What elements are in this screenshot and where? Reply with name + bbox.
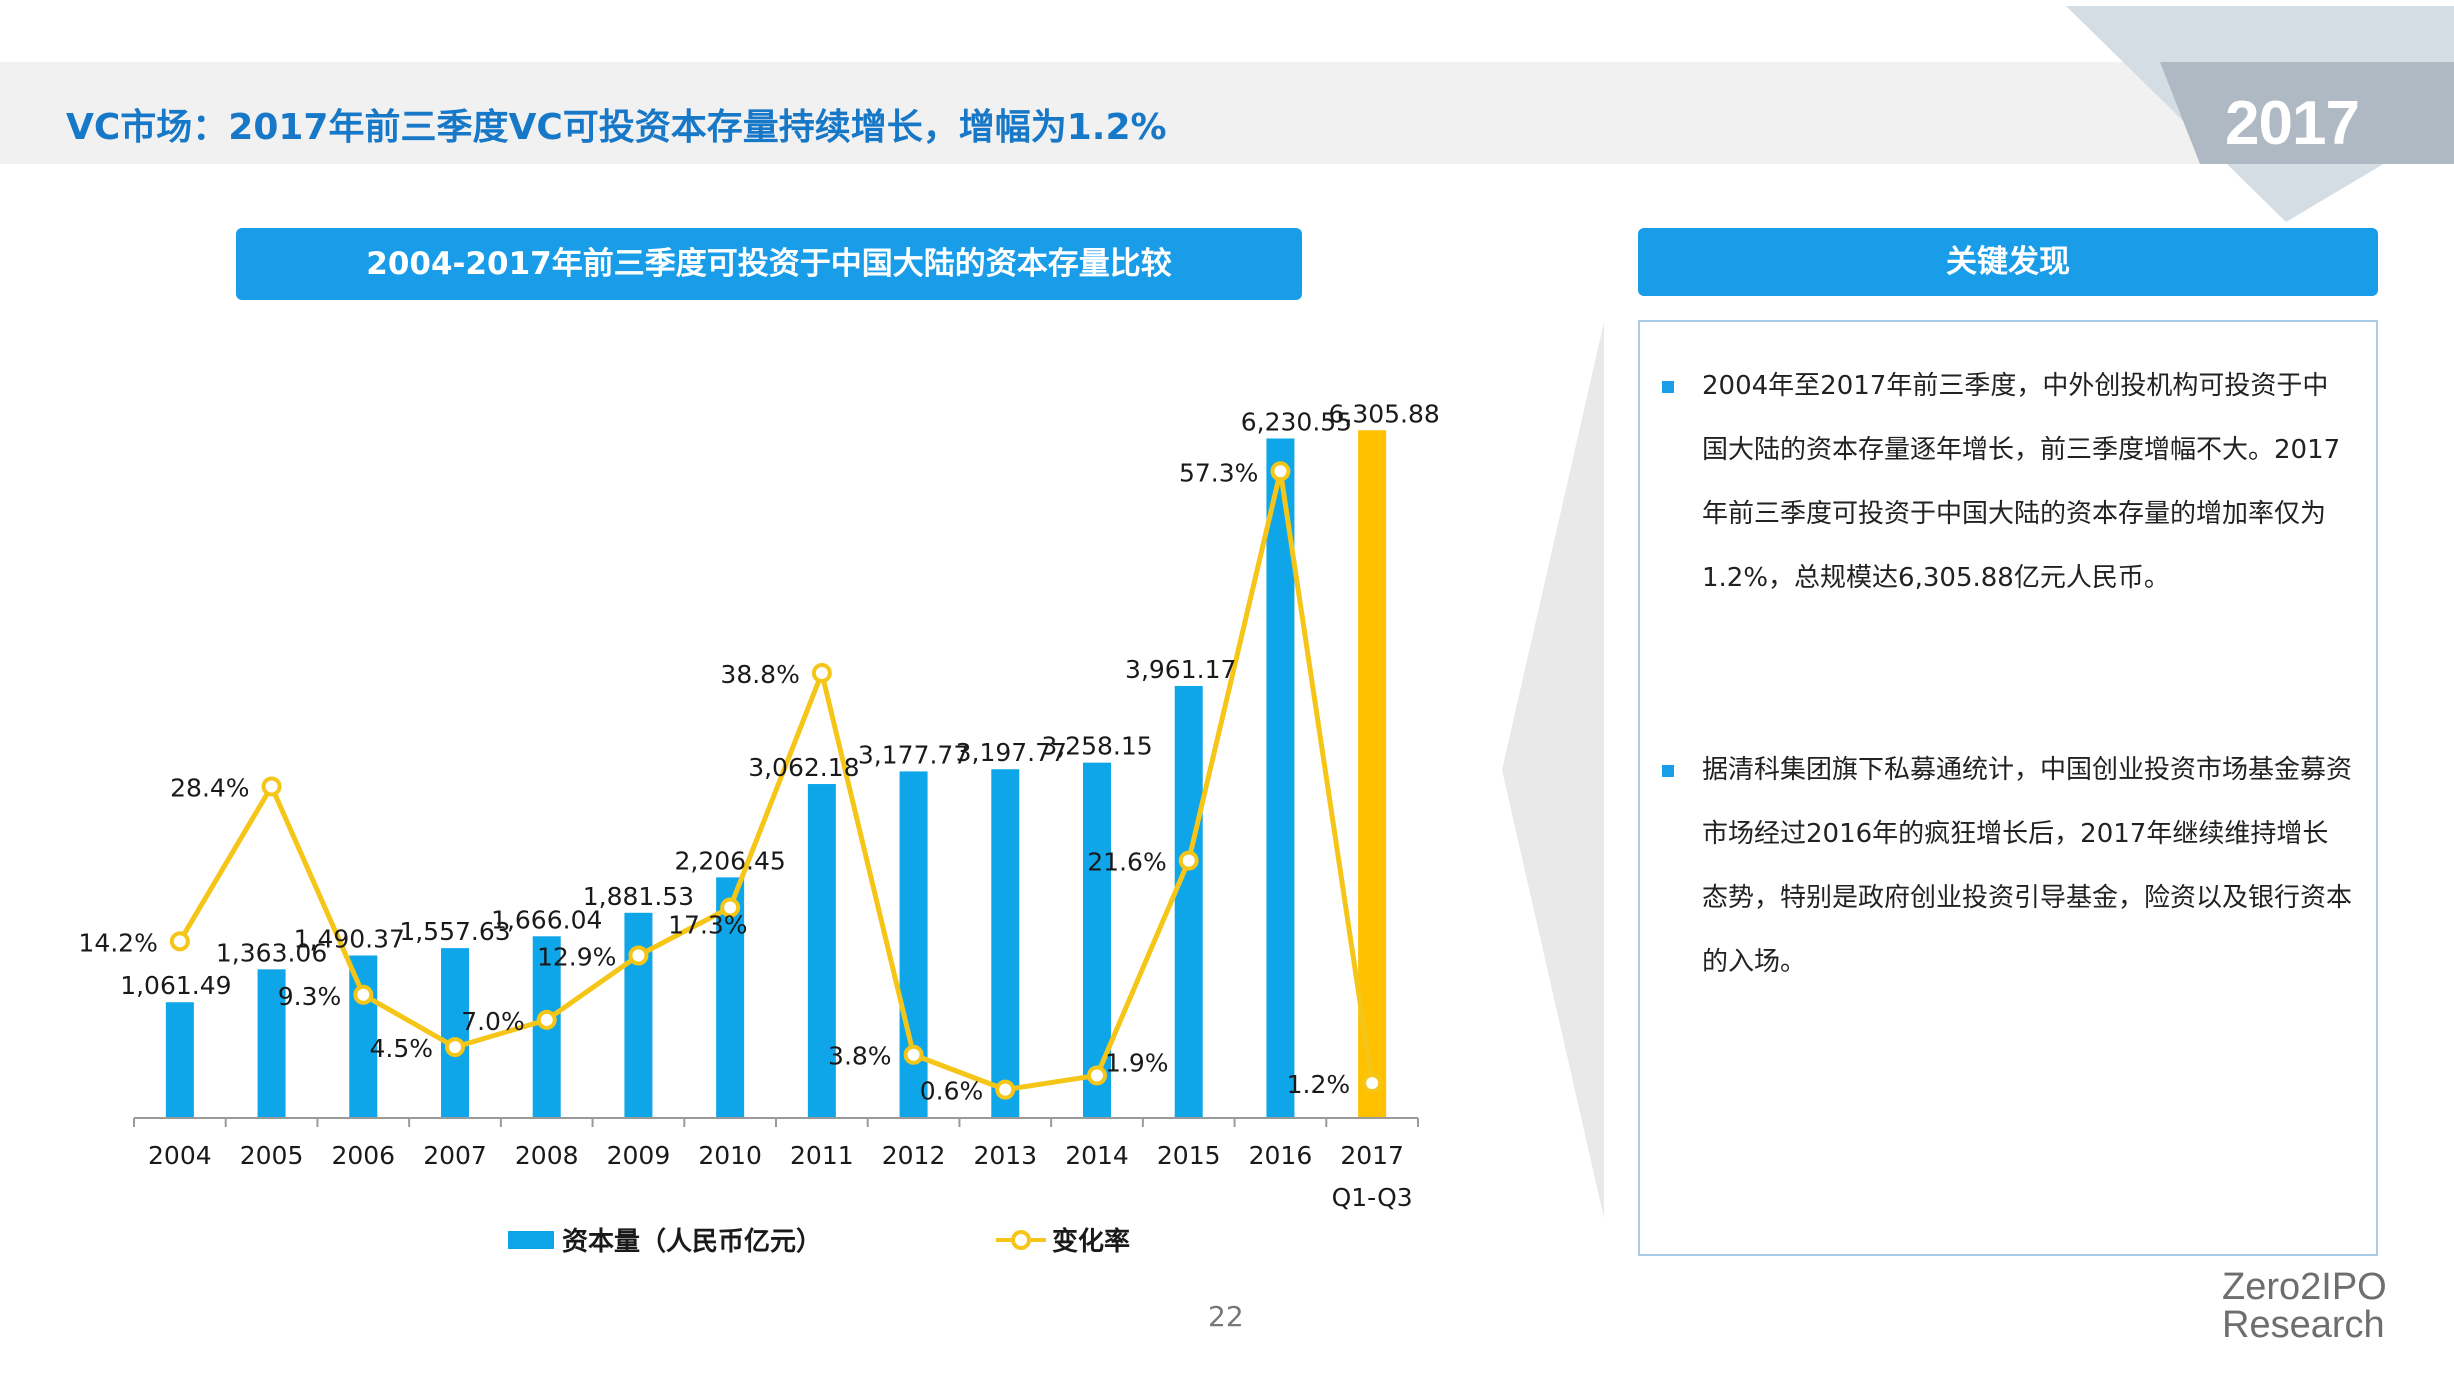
bar-value-label: 6,230.55 bbox=[1241, 407, 1352, 436]
rate-value-label: 38.8% bbox=[720, 660, 799, 689]
bar-value-label: 3,258.15 bbox=[1041, 732, 1152, 761]
bar-2007 bbox=[441, 948, 469, 1118]
bar-2006 bbox=[349, 955, 378, 1118]
zero2ipo-logo: Zero2IPO Research bbox=[2222, 1268, 2387, 1344]
finding-item: 据清科集团旗下私募通统计，中国创业投资市场基金募资市场经过2016年的疯狂增长后… bbox=[1662, 738, 2353, 994]
bar-value-label: 1,666.04 bbox=[491, 905, 602, 934]
x-tick-label: 2005 bbox=[240, 1141, 304, 1170]
findings-box: 2004年至2017年前三季度，中外创投机构可投资于中国大陆的资本存量逐年增长，… bbox=[1638, 320, 2378, 1256]
rate-marker bbox=[536, 1009, 557, 1030]
rate-value-label: 14.2% bbox=[78, 928, 157, 957]
x-tick-label: 2004 bbox=[148, 1141, 212, 1170]
rate-value-label: 1.2% bbox=[1287, 1070, 1351, 1099]
rate-value-label: 3.8% bbox=[828, 1042, 892, 1071]
rate-marker bbox=[169, 931, 190, 952]
rate-marker bbox=[1362, 1073, 1383, 1094]
rate-value-label: 12.9% bbox=[537, 942, 616, 971]
rate-value-label: 0.6% bbox=[920, 1077, 984, 1106]
legend-bar-label: 资本量（人民币亿元） bbox=[562, 1227, 822, 1257]
rate-marker bbox=[628, 945, 649, 966]
x-tick-label: 2016 bbox=[1249, 1141, 1313, 1170]
finding-text: 据清科集团旗下私募通统计，中国创业投资市场基金募资市场经过2016年的疯狂增长后… bbox=[1702, 755, 2353, 977]
title-band bbox=[0, 62, 2454, 164]
bullet-icon bbox=[1662, 765, 1674, 777]
bar-value-label: 3,062.18 bbox=[748, 753, 859, 782]
legend-bar-swatch bbox=[508, 1231, 554, 1249]
legend-line-label: 变化率 bbox=[1052, 1226, 1130, 1257]
bar-2009 bbox=[624, 912, 653, 1118]
bar-value-label: 3,197.77 bbox=[956, 738, 1067, 767]
x-tick-label: 2011 bbox=[790, 1141, 854, 1170]
x-tick-label: 2012 bbox=[882, 1141, 946, 1170]
x-tick-label: 2010 bbox=[698, 1141, 762, 1170]
corner-decoration bbox=[2066, 6, 2454, 222]
bar-value-label: 1,363.06 bbox=[216, 938, 327, 967]
page-number: 22 bbox=[1208, 1300, 1244, 1333]
bar-2016 bbox=[1266, 438, 1295, 1118]
rate-marker bbox=[1270, 461, 1291, 482]
bar-value-label: 3,177.77 bbox=[858, 740, 969, 769]
x-tick-label: Q1-Q3 bbox=[1332, 1183, 1413, 1212]
bar-2011 bbox=[807, 784, 836, 1118]
bar-value-label: 1,881.53 bbox=[583, 882, 694, 911]
finding-text: 2004年至2017年前三季度，中外创投机构可投资于中国大陆的资本存量逐年增长，… bbox=[1702, 371, 2341, 593]
finding-item: 2004年至2017年前三季度，中外创投机构可投资于中国大陆的资本存量逐年增长，… bbox=[1662, 354, 2352, 610]
x-tick-label: 2007 bbox=[423, 1141, 487, 1170]
bar-value-label: 6,305.88 bbox=[1328, 399, 1439, 428]
rate-marker bbox=[261, 776, 282, 797]
bar-value-label: 1,557.63 bbox=[399, 917, 510, 946]
rate-value-label: 9.3% bbox=[278, 982, 342, 1011]
rate-marker bbox=[720, 897, 741, 918]
rate-value-label: 21.6% bbox=[1087, 848, 1166, 877]
page-title: VC市场：2017年前三季度VC可投资本存量持续增长，增幅为1.2% bbox=[66, 107, 1167, 148]
legend-line-marker bbox=[1011, 1230, 1031, 1250]
bar-2012 bbox=[899, 771, 928, 1118]
rate-value-label: 17.3% bbox=[668, 911, 747, 940]
rate-value-label: 7.0% bbox=[461, 1007, 525, 1036]
findings-header: 关键发现 bbox=[1638, 228, 2378, 296]
rate-marker bbox=[1087, 1065, 1107, 1086]
bar-2004 bbox=[165, 1002, 194, 1118]
bar-value-label: 3,961.17 bbox=[1125, 655, 1236, 684]
bar-2013 bbox=[991, 769, 1020, 1118]
year-badge: 2017 bbox=[2225, 89, 2360, 158]
rate-marker bbox=[995, 1079, 1016, 1100]
x-tick-label: 2017 bbox=[1340, 1141, 1404, 1170]
rate-value-label: 4.5% bbox=[369, 1034, 433, 1063]
chart-title: 2004-2017年前三季度可投资于中国大陆的资本存量比较 bbox=[236, 228, 1302, 300]
rate-marker bbox=[811, 663, 832, 684]
x-tick-label: 2014 bbox=[1065, 1141, 1129, 1170]
bar-2005 bbox=[257, 969, 286, 1118]
bar-value-label: 2,206.45 bbox=[674, 846, 785, 875]
rate-marker bbox=[903, 1044, 924, 1065]
rate-value-label: 57.3% bbox=[1179, 458, 1258, 487]
logo-line1: Zero2IPO bbox=[2222, 1266, 2387, 1308]
x-tick-label: 2006 bbox=[331, 1141, 395, 1170]
x-tick-label: 2013 bbox=[973, 1141, 1037, 1170]
rate-value-label: 1.9% bbox=[1105, 1048, 1169, 1077]
rate-marker bbox=[353, 984, 374, 1005]
rate-marker bbox=[1178, 850, 1199, 871]
bar-2015 bbox=[1174, 685, 1203, 1118]
bar-2017-Q1-Q3 bbox=[1358, 430, 1387, 1118]
x-tick-label: 2015 bbox=[1157, 1141, 1221, 1170]
rate-value-label: 28.4% bbox=[170, 773, 249, 802]
bullet-icon bbox=[1662, 381, 1674, 393]
rate-line bbox=[177, 468, 1375, 1093]
logo-line2: Research bbox=[2222, 1304, 2385, 1346]
rate-marker bbox=[445, 1037, 465, 1058]
x-tick-label: 2008 bbox=[515, 1141, 579, 1170]
bar-value-label: 1,061.49 bbox=[120, 971, 231, 1000]
x-tick-label: 2009 bbox=[607, 1141, 671, 1170]
chart: 1,061.49 1,363.061,490.371,557.631,666.04… bbox=[78, 399, 1439, 1257]
bar-value-label: 1,490.37 bbox=[294, 924, 405, 953]
